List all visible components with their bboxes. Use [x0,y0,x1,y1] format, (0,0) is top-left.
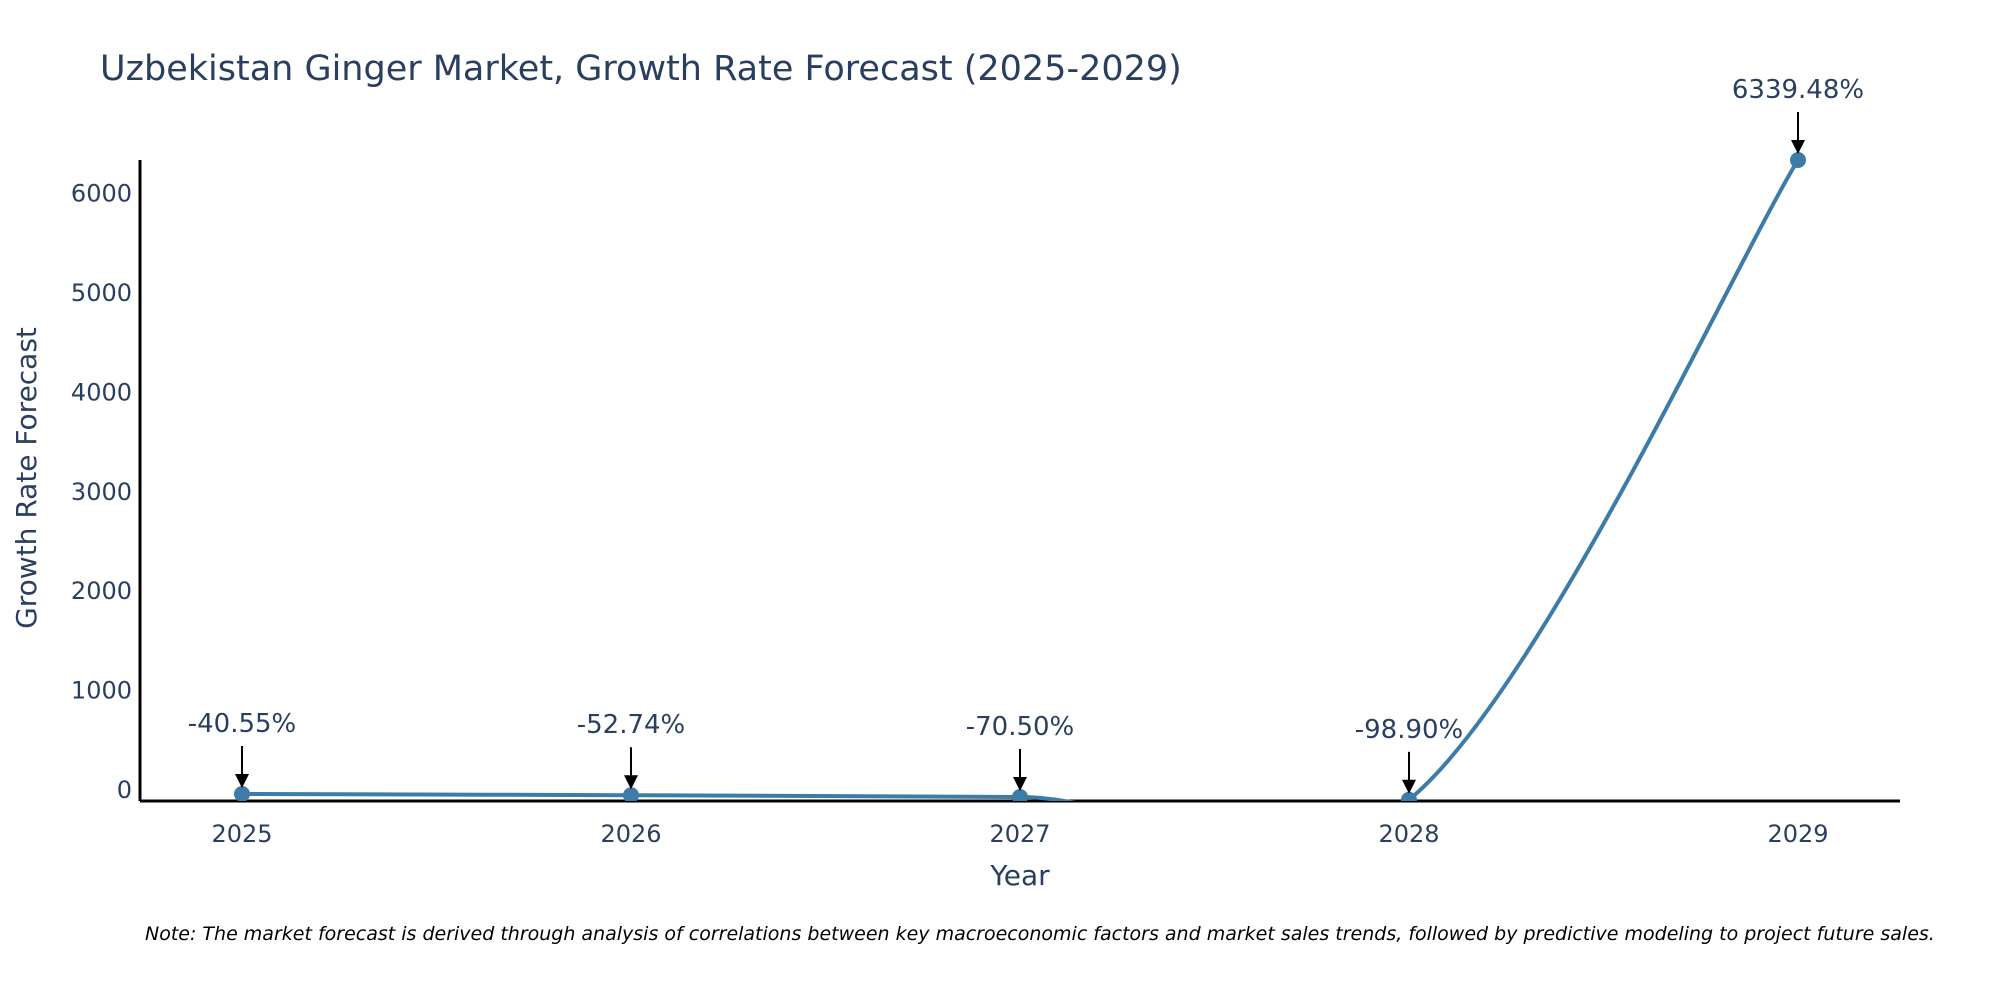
footnote: Note: The market forecast is derived thr… [145,923,1935,945]
y-tick-label: 5000 [71,279,132,307]
chart-title: Uzbekistan Ginger Market, Growth Rate Fo… [100,49,1182,89]
data-label: -98.90% [1355,715,1464,745]
x-tick-labels: 2025 2026 2027 2028 2029 [211,820,1828,848]
series-line [241,158,1800,801]
annotation-arrowhead [1402,779,1416,794]
y-axis-title: Growth Rate Forecast [10,327,43,629]
x-tick-label: 2025 [211,820,272,848]
y-tick-label: 3000 [71,478,132,506]
data-point [1401,791,1417,801]
data-label: -40.55% [188,709,297,739]
data-label: 6339.48% [1732,75,1864,105]
annotation-arrowhead [1013,776,1027,791]
data-label: -52.74% [577,710,686,740]
annotation-arrowhead [1791,140,1805,154]
data-point [623,787,639,801]
y-tick-label: 1000 [71,677,132,705]
y-tick-labels: 0 1000 2000 3000 4000 5000 6000 [71,180,132,804]
annotation-arrowhead [235,773,249,788]
x-tick-label: 2026 [600,820,661,848]
annotation-arrowhead [624,775,638,790]
data-point [234,786,250,801]
x-tick-label: 2028 [1378,820,1439,848]
y-tick-label: 6000 [71,180,132,208]
y-tick-label: 0 [117,776,132,804]
data-point [1790,152,1806,168]
y-tick-label: 4000 [71,378,132,406]
data-annotations: -40.55% -52.74% -70.50% -98.90% 6339.48% [188,75,1864,794]
y-tick-label: 2000 [71,577,132,605]
x-tick-label: 2027 [989,820,1050,848]
data-label: -70.50% [966,712,1075,742]
x-tick-label: 2029 [1767,820,1828,848]
x-axis-title: Year [989,859,1050,892]
series-markers [234,152,1806,801]
data-point [1012,788,1028,801]
